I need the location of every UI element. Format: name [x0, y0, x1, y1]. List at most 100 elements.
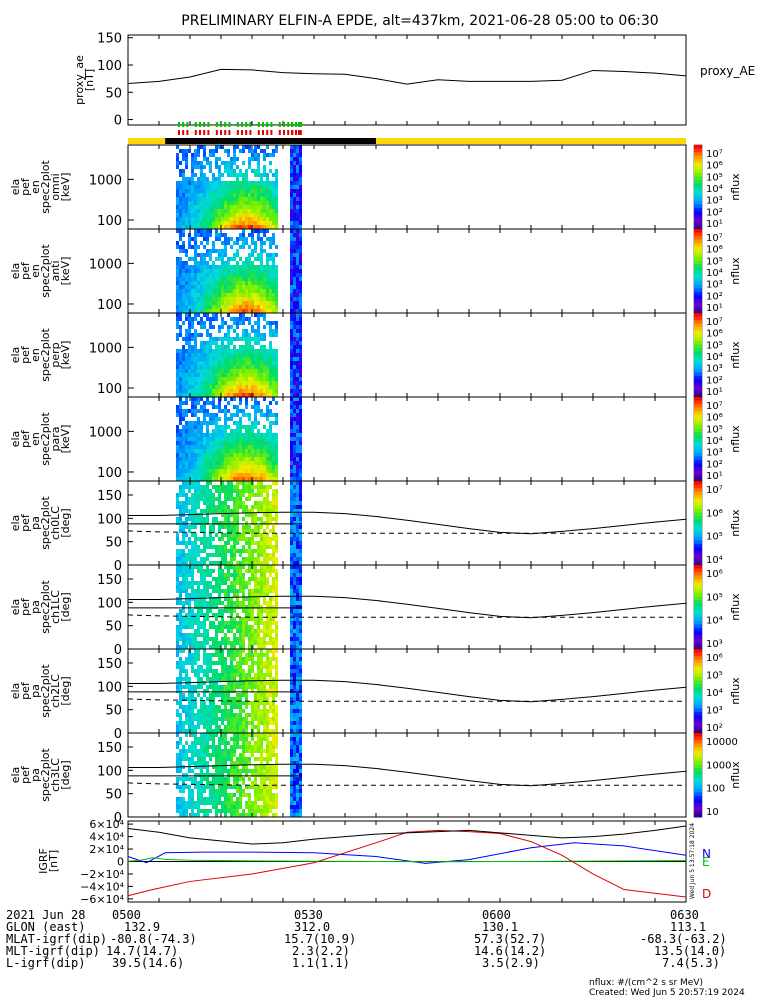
- spectrogram-cell: [242, 377, 245, 381]
- spectrogram-cell: [233, 277, 236, 281]
- spectrogram-cell: [248, 269, 251, 273]
- spectrogram-cell: [248, 145, 251, 149]
- spectrogram-cell: [185, 473, 188, 477]
- spectrogram-cell: [176, 485, 179, 489]
- spectrogram-cell: [218, 621, 221, 625]
- spectrogram-cell: [182, 377, 185, 381]
- spectrogram-cell: [269, 333, 272, 337]
- spectrogram-cell: [182, 569, 185, 573]
- spectrogram-cell: [176, 489, 179, 493]
- spectrogram-cell: [293, 225, 296, 229]
- spectrogram-cell: [269, 421, 272, 425]
- spectrogram-cell: [242, 473, 245, 477]
- spectrogram-cell: [248, 161, 251, 165]
- spectrogram-cell: [179, 473, 182, 477]
- spectrogram-cell: [227, 273, 230, 277]
- spectrogram-cell: [242, 505, 245, 509]
- spectrogram-cell: [266, 385, 269, 389]
- spectrogram-cell: [236, 633, 239, 637]
- spectrogram-cell: [209, 261, 212, 265]
- spectrogram-cell: [266, 521, 269, 525]
- spectrogram-cell: [266, 177, 269, 181]
- spectrogram-cell: [266, 301, 269, 305]
- spectrogram-cell: [194, 425, 197, 429]
- spectrogram-cell: [293, 493, 296, 497]
- spectrogram-cell: [188, 497, 191, 501]
- spectrogram-cell: [266, 213, 269, 217]
- spectrogram-cell: [254, 489, 257, 493]
- spectrogram-cell: [212, 469, 215, 473]
- spectrogram-cell: [197, 185, 200, 189]
- spectrogram-cell: [242, 429, 245, 433]
- spectrogram-cell: [179, 209, 182, 213]
- spectrogram-cell: [296, 205, 299, 209]
- spectrogram-cell: [206, 405, 209, 409]
- spectrogram-cell: [266, 217, 269, 221]
- spectrogram-cell: [257, 157, 260, 161]
- spectrogram-cell: [179, 385, 182, 389]
- spectrogram-cell: [215, 257, 218, 261]
- spectrogram-cell: [212, 645, 215, 649]
- spectrogram-cell: [188, 389, 191, 393]
- spectrogram-cell: [200, 149, 203, 153]
- spectrogram-cell: [263, 473, 266, 477]
- spectrogram-cell: [266, 381, 269, 385]
- spectrogram-cell: [296, 373, 299, 377]
- spectrogram-cell: [260, 269, 263, 273]
- spectrogram-cell: [203, 225, 206, 229]
- spectrogram-cell: [263, 545, 266, 549]
- spectrogram-cell: [266, 497, 269, 501]
- spectrogram-cell: [245, 281, 248, 285]
- spectrogram-cell: [290, 253, 293, 257]
- spectrogram-cell: [260, 253, 263, 257]
- spectrogram-cell: [296, 553, 299, 557]
- spectrogram-cell: [296, 293, 299, 297]
- spectrogram-cell: [275, 225, 278, 229]
- green-marker: [287, 122, 290, 127]
- spectrogram-cell: [275, 153, 278, 157]
- spectrogram-cell: [263, 405, 266, 409]
- spectrogram-cell: [176, 469, 179, 473]
- spectrogram-cell: [221, 453, 224, 457]
- spectrogram-cell: [212, 205, 215, 209]
- spectrogram-cell: [248, 493, 251, 497]
- spectrogram-cell: [203, 621, 206, 625]
- spectrogram-cell: [299, 317, 302, 321]
- spectrogram-cell: [206, 561, 209, 565]
- spectrogram-cell: [251, 493, 254, 497]
- spectrogram-cell: [212, 613, 215, 617]
- spectrogram-cell: [188, 617, 191, 621]
- spectrogram-cell: [197, 221, 200, 225]
- spectrogram-cell: [185, 441, 188, 445]
- spectrogram-cell: [251, 513, 254, 517]
- spectrogram-cell: [209, 473, 212, 477]
- spectrogram-cell: [266, 221, 269, 225]
- spectrogram-cell: [230, 525, 233, 529]
- spectrogram-cell: [182, 609, 185, 613]
- spectrogram-cell: [194, 565, 197, 569]
- spectrogram-cell: [227, 317, 230, 321]
- spectrogram-cell: [245, 373, 248, 377]
- spectrogram-cell: [212, 297, 215, 301]
- spectrogram-cell: [257, 477, 260, 481]
- spectrogram-cell: [230, 545, 233, 549]
- spectrogram-cell: [197, 393, 200, 397]
- spectrogram-cell: [239, 577, 242, 581]
- spectrogram-cell: [203, 361, 206, 365]
- spectrogram-cell: [263, 253, 266, 257]
- spectrogram-cell: [188, 585, 191, 589]
- spectrogram-cell: [290, 241, 293, 245]
- spectrogram-cell: [272, 341, 275, 345]
- spectrogram-cell: [299, 553, 302, 557]
- spectrogram-cell: [218, 169, 221, 173]
- spectrogram-cell: [242, 301, 245, 305]
- spectrogram-cell: [209, 245, 212, 249]
- spectrogram-cell: [257, 525, 260, 529]
- spectrogram-cell: [296, 545, 299, 549]
- spectrogram-cell: [203, 253, 206, 257]
- spectrogram-cell: [197, 273, 200, 277]
- spectrogram-cell: [245, 449, 248, 453]
- spectrogram-cell: [230, 357, 233, 361]
- spectrogram-cell: [230, 597, 233, 601]
- spectrogram-cell: [215, 341, 218, 345]
